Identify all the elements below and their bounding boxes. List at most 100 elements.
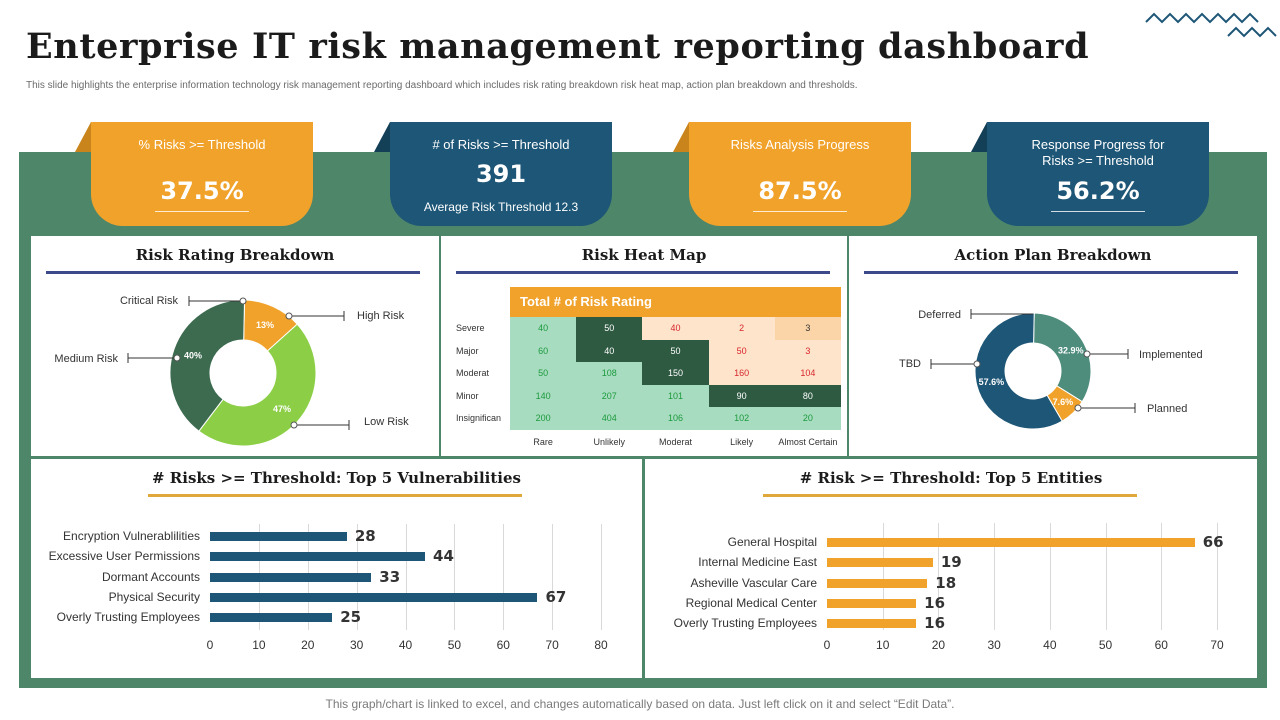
entities-panel: # Risk >= Threshold: Top 5 Entities 0 10 2… bbox=[645, 459, 1257, 678]
entity-data-label: 19 bbox=[940, 553, 962, 572]
kpi-card-risks-threshold-count[interactable]: # of Risks >= Threshold 391 Average Risk… bbox=[374, 122, 612, 226]
risk-rating-data-label: 40% bbox=[184, 351, 202, 361]
risk-rating-data-label: 47% bbox=[273, 404, 291, 414]
heat-map-cell[interactable]: 108 bbox=[576, 362, 643, 385]
heat-map-row-label: Moderat bbox=[456, 368, 490, 379]
x-tick-label: 0 bbox=[823, 638, 831, 652]
heat-map-col-label: Rare bbox=[533, 437, 553, 447]
heat-map-cell[interactable]: 50 bbox=[576, 317, 643, 340]
heat-map-cell[interactable]: 80 bbox=[774, 384, 841, 408]
page-title: Enterprise IT risk management reporting … bbox=[26, 26, 1090, 67]
heat-map-row-label: Minor bbox=[456, 390, 479, 401]
entity-bar[interactable] bbox=[827, 598, 917, 608]
kpi-value: 391 bbox=[475, 160, 527, 188]
heat-map-cell[interactable]: 60 bbox=[510, 339, 577, 363]
heat-map-col-label: Likely bbox=[730, 437, 754, 447]
entity-data-label: 66 bbox=[1202, 533, 1224, 551]
kpi-sub: Average Risk Threshold 12.3 bbox=[423, 200, 579, 214]
kpi-label: # of Risks >= Threshold bbox=[432, 137, 570, 152]
heat-map-cell[interactable]: 90 bbox=[708, 384, 775, 408]
vulnerability-bar[interactable] bbox=[210, 532, 347, 541]
heat-map-cell[interactable]: 40 bbox=[576, 339, 643, 363]
x-tick-label: 70 bbox=[1210, 638, 1224, 652]
panel-title: Risk Rating Breakdown bbox=[135, 246, 335, 264]
gridline bbox=[552, 524, 554, 630]
page-subtitle: This slide highlights the enterprise inf… bbox=[26, 80, 858, 91]
vulnerability-bar[interactable] bbox=[210, 572, 372, 582]
heat-map-cell[interactable]: 40 bbox=[642, 317, 709, 340]
vulnerability-bar[interactable] bbox=[210, 613, 333, 623]
action-plan-data-label: 7.6% bbox=[1053, 397, 1074, 407]
heat-map-cell[interactable]: 2 bbox=[708, 317, 775, 340]
heat-map-cell[interactable]: 104 bbox=[774, 362, 841, 385]
vulnerability-category-label: Encryption Vulnerablilities bbox=[63, 529, 200, 543]
risk-rating-panel: Risk Rating Breakdown 13% 47% 40% Critical… bbox=[31, 236, 439, 456]
gridline bbox=[1217, 523, 1218, 630]
x-tick-label: 60 bbox=[1154, 638, 1168, 652]
action-plan-data-label: 57.6% bbox=[979, 377, 1005, 387]
entity-category-label: Asheville Vascular Care bbox=[690, 575, 818, 590]
risk-rating-slice-low-risk[interactable] bbox=[198, 323, 317, 447]
heat-map-col-label: Unlikely bbox=[593, 437, 626, 447]
heat-map-cell[interactable]: 3 bbox=[774, 317, 841, 340]
entity-data-label: 16 bbox=[924, 614, 946, 633]
heat-map-header: Total # of Risk Rating bbox=[510, 287, 841, 317]
x-tick-label: 30 bbox=[987, 638, 1001, 652]
kpi-value: 56.2% bbox=[1056, 177, 1140, 205]
risk-rating-donut-chart[interactable]: 13% 47% 40% Critical Risk High Risk Medium… bbox=[31, 236, 439, 456]
kpi-card-response-progress[interactable]: Response Progress for Risks >= Threshold… bbox=[971, 122, 1209, 226]
x-tick-label: 50 bbox=[447, 638, 462, 652]
panel-title: # Risk >= Threshold: Top 5 Entities bbox=[799, 469, 1103, 487]
heat-map-cell[interactable]: 20 bbox=[774, 407, 841, 430]
entity-bar[interactable] bbox=[827, 578, 928, 588]
action-plan-donut-chart[interactable]: 32.9%7.6%57.6% Deferred Implemented TBD … bbox=[849, 236, 1257, 456]
gridline bbox=[994, 523, 996, 630]
x-tick-label: 20 bbox=[301, 638, 315, 652]
action-plan-slice-tbd[interactable] bbox=[974, 312, 1063, 430]
heat-map-cell[interactable]: 207 bbox=[576, 384, 643, 408]
legend-tbd: TBD bbox=[899, 358, 921, 370]
heat-map-cell[interactable]: 404 bbox=[576, 407, 643, 430]
gridline bbox=[938, 523, 940, 630]
x-tick-label: 60 bbox=[496, 638, 510, 652]
entity-category-label: Overly Trusting Employees bbox=[673, 616, 817, 631]
vulnerability-category-label: Excessive User Permissions bbox=[48, 549, 200, 564]
x-tick-label: 20 bbox=[931, 638, 946, 652]
entity-data-label: 18 bbox=[935, 573, 957, 592]
action-plan-slice-implemented[interactable] bbox=[1033, 312, 1092, 403]
entity-bar[interactable] bbox=[827, 538, 1195, 547]
legend-planned: Planned bbox=[1147, 403, 1187, 415]
heat-map-cell[interactable]: 106 bbox=[642, 407, 709, 430]
heat-map-cell[interactable]: 101 bbox=[642, 384, 709, 408]
legend-deferred: Deferred bbox=[918, 309, 961, 321]
action-plan-data-label: 32.9% bbox=[1058, 346, 1084, 356]
vulnerability-data-label: 28 bbox=[354, 527, 376, 545]
gridline bbox=[1105, 523, 1107, 630]
vulnerability-bar[interactable] bbox=[210, 592, 538, 602]
heat-map-cell[interactable]: 140 bbox=[510, 384, 577, 408]
heat-map-cell[interactable]: 40 bbox=[510, 317, 577, 340]
heat-map-cell[interactable]: 3 bbox=[774, 339, 841, 363]
x-tick-label: 10 bbox=[252, 638, 266, 652]
x-tick-label: 30 bbox=[349, 638, 364, 652]
heat-map-cell[interactable]: 160 bbox=[708, 362, 775, 385]
heat-map-cell[interactable]: 50 bbox=[708, 339, 775, 363]
entity-bar[interactable] bbox=[827, 558, 933, 568]
risk-rating-data-label: 13% bbox=[256, 320, 274, 330]
footer-note: This graph/chart is linked to excel, and… bbox=[325, 697, 955, 711]
zigzag-decoration bbox=[1145, 12, 1277, 38]
x-tick-label: 50 bbox=[1098, 638, 1113, 652]
entity-bar[interactable] bbox=[827, 619, 917, 629]
heat-map-cell[interactable]: 150 bbox=[642, 362, 709, 385]
x-tick-label: 0 bbox=[206, 638, 214, 652]
vulnerability-bar[interactable] bbox=[210, 552, 426, 562]
vulnerability-data-label: 25 bbox=[340, 608, 362, 627]
legend-critical-risk: Critical Risk bbox=[120, 295, 179, 307]
kpi-card-risks-threshold-pct[interactable]: % Risks >= Threshold 37.5% bbox=[75, 122, 313, 226]
kpi-card-analysis-progress[interactable]: Risks Analysis Progress 87.5% bbox=[673, 122, 911, 226]
heat-map-cell[interactable]: 102 bbox=[708, 407, 775, 430]
gridline bbox=[503, 524, 505, 630]
heat-map-cell[interactable]: 200 bbox=[510, 407, 577, 430]
heat-map-cell[interactable]: 50 bbox=[510, 362, 577, 385]
heat-map-cell[interactable]: 50 bbox=[642, 339, 709, 363]
